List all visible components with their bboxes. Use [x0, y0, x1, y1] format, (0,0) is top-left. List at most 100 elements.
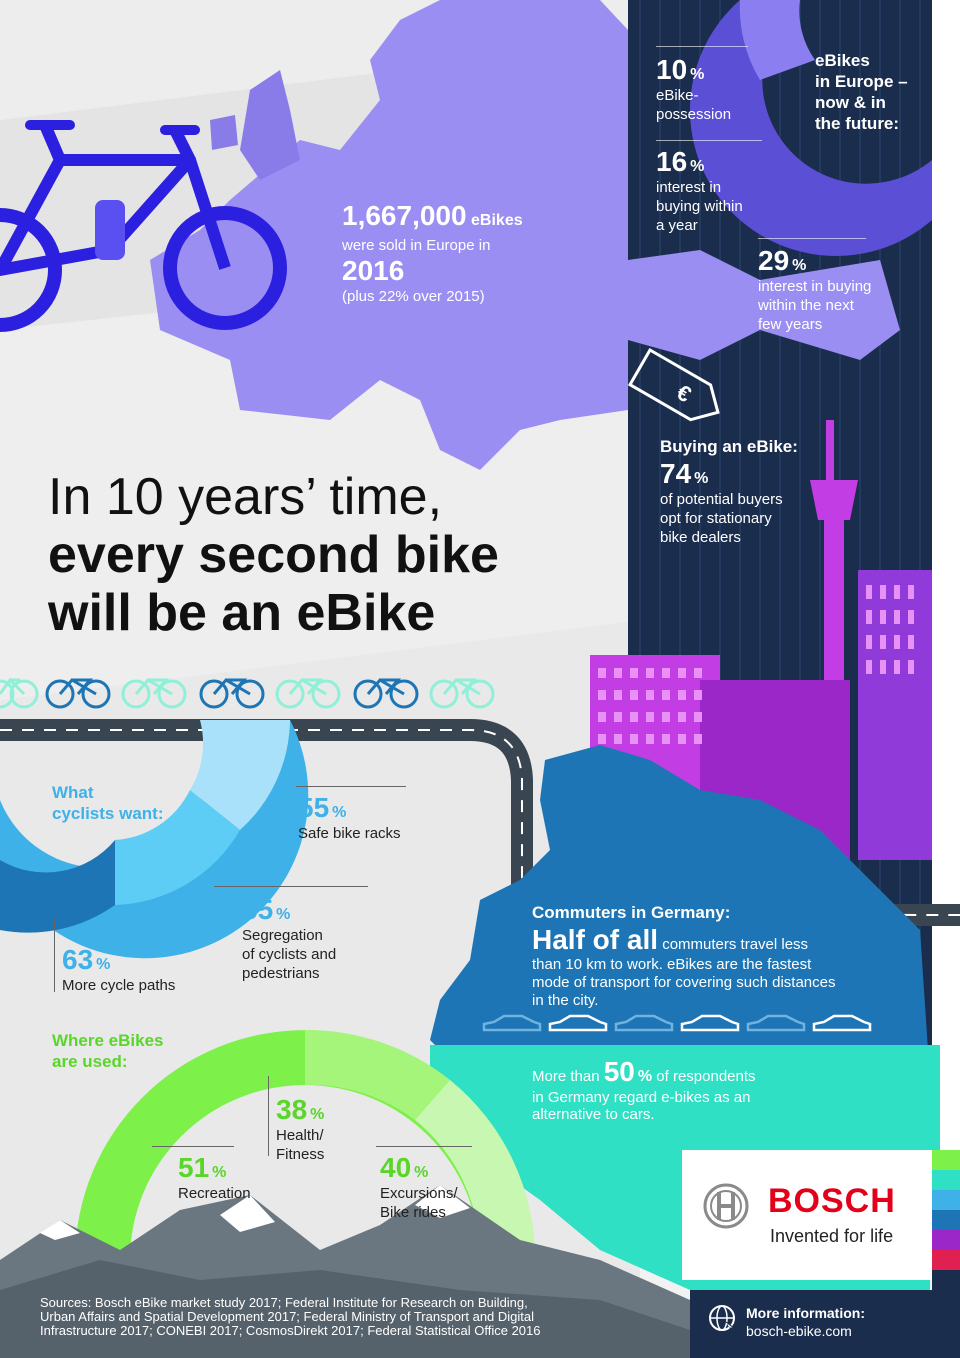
want-label: More cycle paths: [62, 977, 176, 994]
want-label: pedestrians: [242, 965, 320, 982]
want-value: 55: [242, 894, 274, 925]
commuters-text: than 10 km to work. eBikes are the faste…: [532, 956, 812, 973]
used-label: Health/: [276, 1127, 324, 1144]
commuters-text: in the city.: [532, 992, 599, 1009]
stat-value: 16: [656, 146, 688, 177]
used-value: 38: [276, 1094, 308, 1125]
used-health: 38% Health/ Fitness: [276, 1094, 324, 1164]
where-title-line: Where eBikes: [52, 1031, 164, 1050]
more-info-link[interactable]: bosch-ebike.com: [746, 1323, 852, 1339]
commuters-highlight: Half of all: [532, 924, 659, 955]
respondents-text: alternative to cars.: [532, 1106, 655, 1123]
used-unit: %: [212, 1164, 227, 1181]
bosch-logo-card: BOSCH Invented for life: [682, 1150, 932, 1280]
buying-label: bike dealers: [660, 529, 741, 546]
used-label: Fitness: [276, 1146, 325, 1163]
divider: [656, 46, 748, 47]
want-value: 55: [298, 792, 330, 823]
future-panel-title: eBikes in Europe – now & in the future:: [815, 50, 908, 134]
used-label: Bike rides: [380, 1204, 446, 1221]
cyclists-title-line: cyclists want:: [52, 804, 164, 823]
used-label: Recreation: [178, 1185, 251, 1202]
where-title-line: are used:: [52, 1052, 128, 1071]
stat-unit: %: [690, 66, 705, 83]
bosch-wordmark: BOSCH: [768, 1182, 896, 1220]
stat-label: interest in buying: [758, 278, 872, 295]
respondents-prefix: More than: [532, 1068, 600, 1085]
want-safe-racks: 55% Safe bike racks: [298, 792, 401, 843]
more-info: More information: bosch-ebike.com: [746, 1304, 865, 1340]
buying-value: 74: [660, 458, 692, 489]
globe-icon: [709, 1305, 736, 1332]
cyclists-want-title: What cyclists want:: [52, 782, 164, 824]
stat-label: possession: [656, 106, 732, 123]
more-info-label: More information:: [746, 1305, 865, 1321]
want-segregation: 55% Segregation of cyclists and pedestri…: [242, 894, 336, 983]
future-title-line: now & in: [815, 93, 886, 112]
ebike-illustration: [0, 120, 287, 332]
buying-label: opt for stationary: [660, 510, 772, 527]
stat-interest-year: 16% interest in buying within a year: [656, 146, 743, 235]
stat-interest-years: 29% interest in buying within the next f…: [758, 245, 871, 334]
future-title-line: the future:: [815, 114, 900, 133]
want-cycle-paths: 63% More cycle paths: [62, 944, 175, 995]
bosch-tagline: Invented for life: [770, 1226, 894, 1246]
used-unit: %: [310, 1106, 325, 1123]
stat-label: within the next: [758, 297, 854, 314]
buying-block: Buying an eBike: 74% of potential buyers…: [660, 436, 798, 547]
commuters-title: Commuters in Germany:: [532, 903, 731, 922]
divider: [268, 1076, 269, 1156]
future-title-line: eBikes: [815, 51, 870, 70]
bosch-armature-icon: [703, 1183, 749, 1229]
stat-unit: %: [792, 257, 807, 274]
respondents-text: in Germany regard e-bikes as an: [532, 1089, 751, 1106]
sold-growth: (plus 22% over 2015): [342, 288, 485, 305]
want-label: Segregation: [242, 927, 323, 944]
headline-line-1: In 10 years’ time,: [48, 468, 443, 526]
commuters-block: Commuters in Germany: Half of all commut…: [532, 902, 862, 1010]
stat-value: 29: [758, 245, 790, 276]
used-value: 40: [380, 1152, 412, 1183]
sold-text: were sold in Europe in: [342, 237, 491, 254]
respondents-block: More than 50% of respondents in Germany …: [532, 1058, 832, 1124]
stat-label: interest in: [656, 179, 722, 196]
headline: In 10 years’ time, every second bike wil…: [48, 468, 628, 642]
buying-title: Buying an eBike:: [660, 437, 798, 456]
respondents-unit: %: [637, 1068, 653, 1085]
bike-row-icons: [0, 677, 495, 709]
want-value: 63: [62, 944, 94, 975]
stat-ebike-possession: 10% eBike- possession: [656, 54, 731, 124]
europe-sales-block: 1,667,000 eBikes were sold in Europe in …: [342, 200, 602, 305]
stat-value: 10: [656, 54, 688, 85]
sources: Sources: Bosch eBike market study 2017; …: [40, 1296, 541, 1338]
stat-label: buying within: [656, 198, 743, 215]
sources-line: Sources: Bosch eBike market study 2017; …: [40, 1295, 528, 1310]
divider: [152, 1146, 234, 1147]
want-unit: %: [332, 804, 347, 821]
used-recreation: 51% Recreation: [178, 1152, 251, 1203]
sold-number: 1,667,000: [342, 200, 467, 231]
divider: [758, 238, 866, 239]
divider: [54, 920, 55, 992]
sources-line: Infrastructure 2017; CONEBI 2017; Cosmos…: [40, 1323, 541, 1338]
car-row-icons: [482, 1014, 872, 1032]
commuters-text: commuters travel less: [662, 936, 809, 953]
stat-label: a year: [656, 217, 698, 234]
divider: [214, 886, 368, 887]
respondents-suffix: of respondents: [656, 1068, 756, 1085]
buying-label: of potential buyers: [660, 491, 783, 508]
sources-line: Urban Affairs and Spatial Development 20…: [40, 1309, 535, 1324]
used-label: Excursions/: [380, 1185, 458, 1202]
sold-unit: eBikes: [471, 212, 523, 229]
divider: [376, 1146, 472, 1147]
divider: [296, 786, 406, 787]
used-value: 51: [178, 1152, 210, 1183]
headline-line-2: every second bike: [48, 526, 499, 584]
used-unit: %: [414, 1164, 429, 1181]
commuters-text: mode of transport for covering such dist…: [532, 974, 836, 991]
want-label: of cyclists and: [242, 946, 337, 963]
headline-line-3: will be an eBike: [48, 584, 436, 642]
where-used-title: Where eBikes are used:: [52, 1030, 164, 1072]
respondents-value: 50: [603, 1056, 635, 1087]
